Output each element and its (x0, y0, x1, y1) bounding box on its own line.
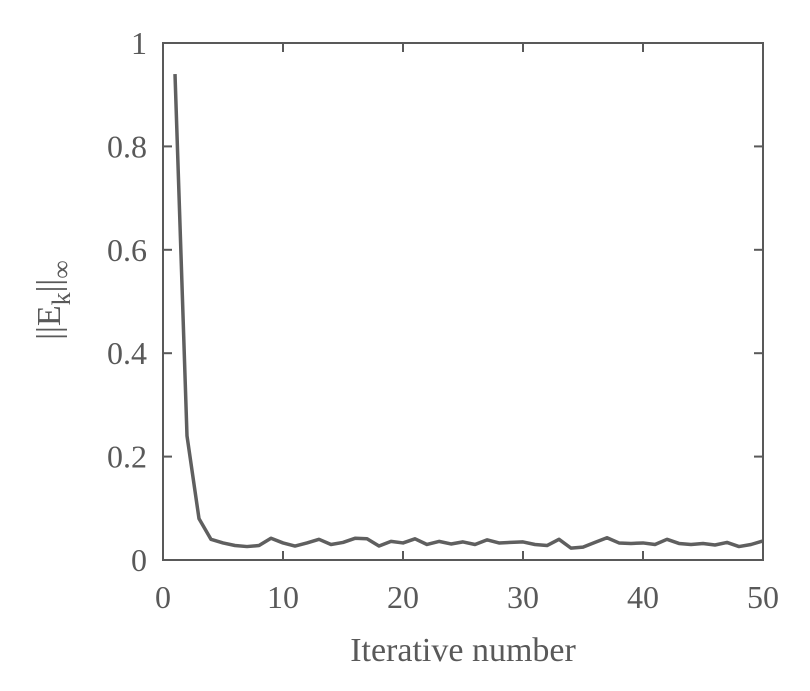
y-axis-label: ||Ek||∞ (31, 260, 76, 340)
y-label-norm-close: || (31, 279, 68, 293)
y-label-norm-open: ||E (31, 305, 68, 339)
y-tick-label: 1 (131, 25, 147, 61)
x-tick-label: 20 (387, 579, 419, 615)
y-label-sub-symbol: ∞ (47, 260, 76, 279)
x-axis-label: Iterative number (350, 632, 576, 669)
y-ticks: 0 0.2 0.4 0.6 0.8 1 (107, 25, 763, 578)
y-label-subscript: k (47, 292, 76, 305)
y-tick-label: 0.4 (107, 335, 147, 371)
y-tick-label: 0.8 (107, 128, 147, 164)
x-tick-label: 30 (507, 579, 539, 615)
axes-box (162, 42, 764, 561)
series-line (173, 73, 764, 550)
x-tick-label: 10 (267, 579, 299, 615)
x-tick-label: 40 (627, 579, 659, 615)
y-tick-label: 0.2 (107, 439, 147, 475)
x-tick-label: 0 (155, 579, 171, 615)
y-tick-label: 0 (131, 542, 147, 578)
plot-area: 0 10 20 30 40 50 0 0.2 0.4 0.6 0.8 1 (107, 25, 779, 615)
x-ticks: 0 10 20 30 40 50 (155, 43, 779, 615)
y-tick-label: 0.6 (107, 232, 147, 268)
x-tick-label: 50 (747, 579, 779, 615)
